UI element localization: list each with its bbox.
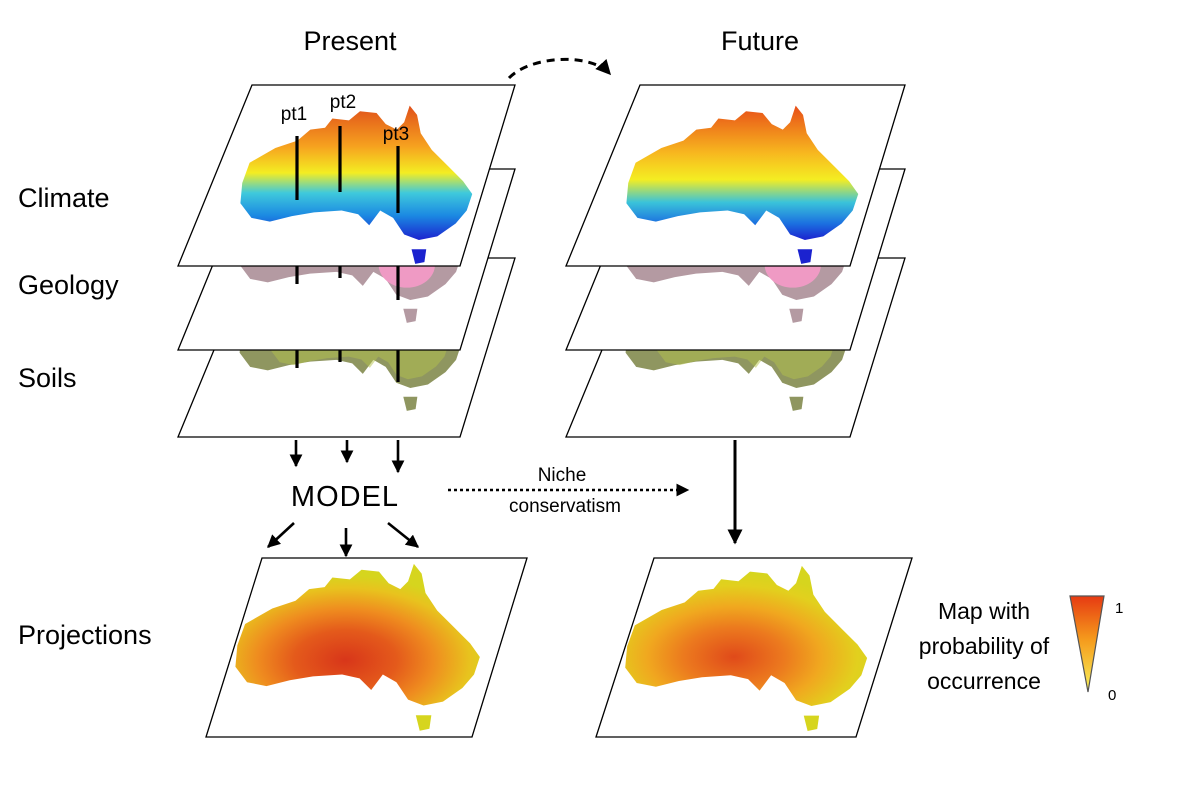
legend-line1: Map with <box>938 598 1030 624</box>
legend-max-label: 1 <box>1115 600 1123 617</box>
probability-legend: Map with probability of occurrence 1 0 <box>919 595 1123 704</box>
model-label: MODEL <box>291 481 399 513</box>
pt3-label: pt3 <box>383 124 409 145</box>
legend-min-label: 0 <box>1108 687 1116 704</box>
niche-label-line1: Niche <box>538 465 587 486</box>
future-climate-layer <box>565 84 906 267</box>
legend-color-wedge <box>1069 595 1105 693</box>
legend-line2: probability of <box>919 633 1050 659</box>
soils-row-label: Soils <box>18 363 77 393</box>
present-climate-layer <box>177 84 516 267</box>
output-arrows <box>267 521 420 558</box>
projections-row-label: Projections <box>18 620 152 650</box>
geology-row-label: Geology <box>18 270 119 300</box>
future-column-title: Future <box>721 26 799 56</box>
input-arrows <box>289 440 405 474</box>
future-projection-map <box>595 557 913 738</box>
pt2-label: pt2 <box>330 92 356 113</box>
pt1-label: pt1 <box>281 104 307 125</box>
sample-points <box>295 126 400 382</box>
present-column-title: Present <box>303 26 397 56</box>
time-transition-arrow <box>507 57 612 80</box>
climate-row-label: Climate <box>18 183 110 213</box>
present-projection-map <box>205 557 528 738</box>
legend-line3: occurrence <box>927 668 1041 694</box>
niche-label-line2: conservatism <box>509 496 621 517</box>
